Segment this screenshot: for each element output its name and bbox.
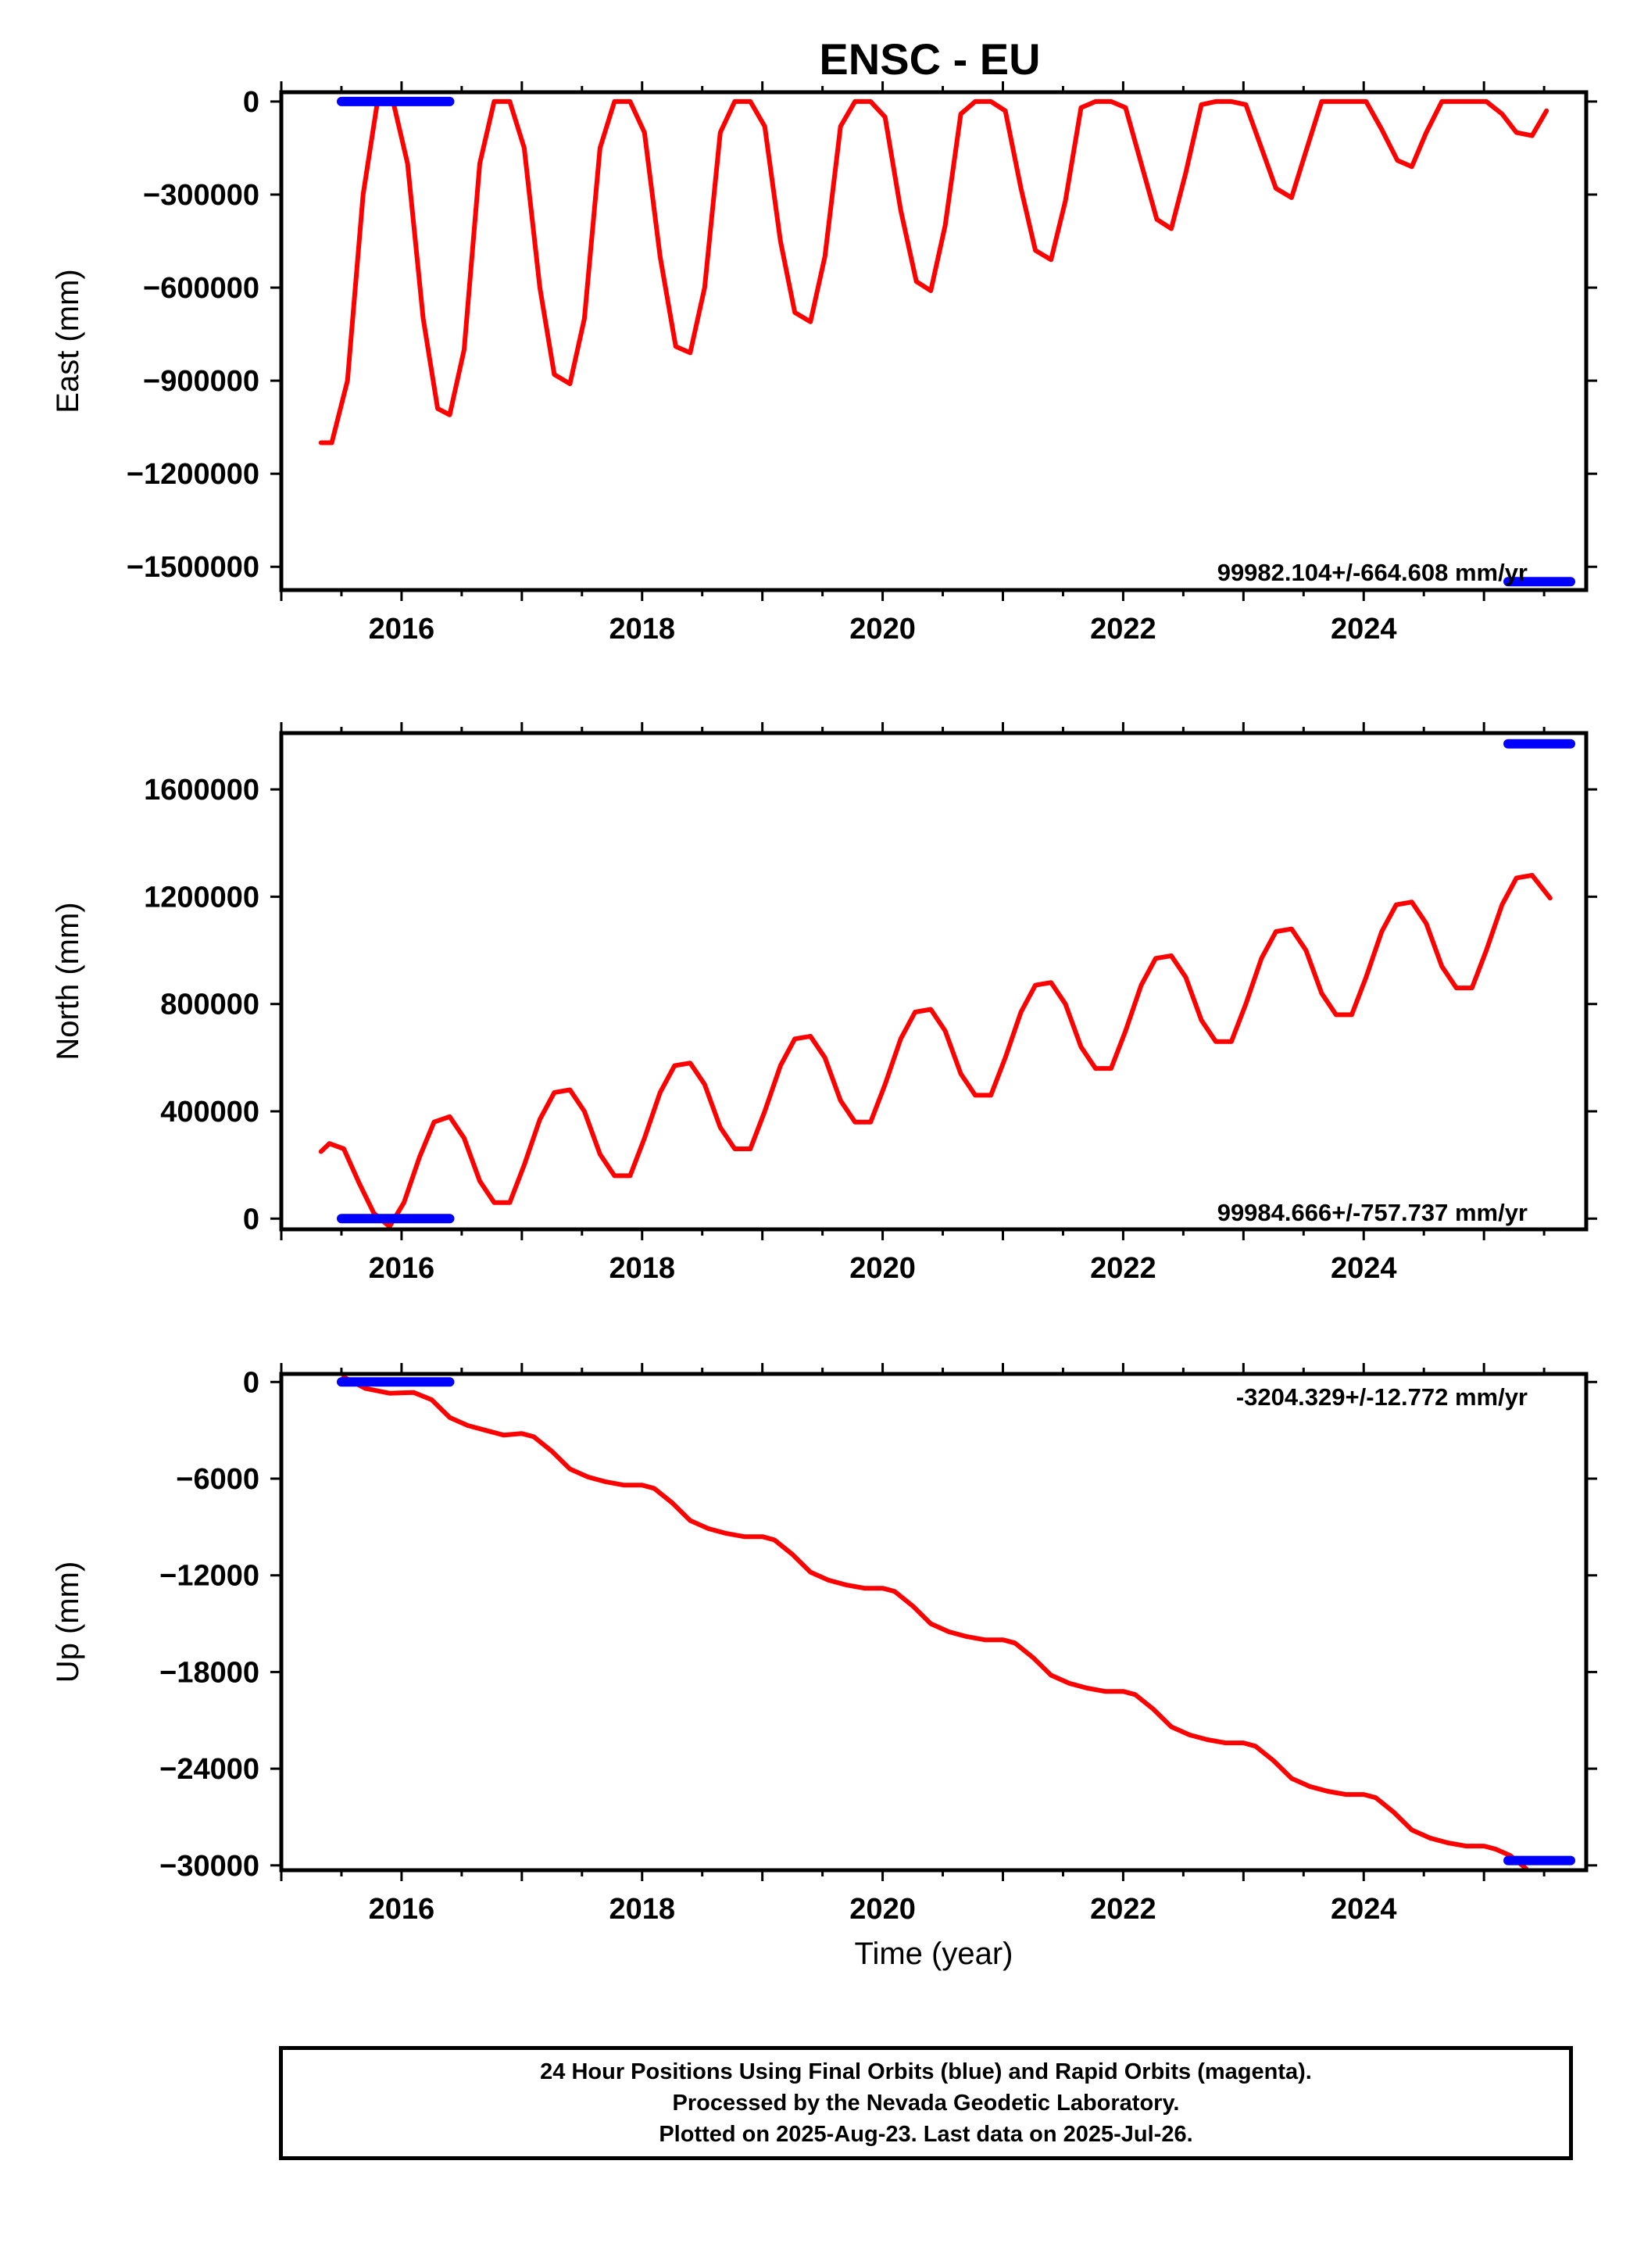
plot-area-east — [318, 96, 1575, 587]
plot-area-up — [337, 1375, 1575, 1870]
x-tick-label: 2016 — [369, 1252, 435, 1285]
rate-annotation-east: 99982.104+/-664.608 mm/yr — [1217, 559, 1528, 586]
model-series-north — [318, 872, 1553, 1229]
y-tick-label: 0 — [243, 1366, 259, 1399]
plot-frame-north — [279, 731, 1589, 1232]
y-tick-label: −24000 — [159, 1753, 259, 1786]
x-tick-label: 2016 — [369, 1893, 435, 1926]
y-tick-label: −12000 — [159, 1560, 259, 1593]
footer-box: 24 Hour Positions Using Final Orbits (bl… — [279, 2046, 1573, 2160]
y-tick-label: −600000 — [143, 272, 259, 305]
y-axis-label-north: North (mm) — [51, 902, 85, 1060]
y-tick-label: −1200000 — [127, 458, 259, 491]
model-series-east — [318, 98, 1549, 445]
y-tick-label: 1200000 — [144, 881, 259, 914]
x-tick-label: 2018 — [609, 613, 675, 646]
x-tick-label: 2018 — [609, 1252, 675, 1285]
x-tick-label: 2022 — [1090, 1252, 1156, 1285]
rate-annotation-north: 99984.666+/-757.737 mm/yr — [1217, 1199, 1528, 1226]
plot-area-north — [318, 739, 1575, 1229]
plot-frame-east — [279, 90, 1589, 592]
x-tick-label: 2024 — [1331, 1252, 1397, 1285]
x-tick-label: 2020 — [849, 1893, 916, 1926]
plot-frame-up — [279, 1372, 1589, 1873]
y-tick-label: 800000 — [160, 989, 259, 1021]
y-axis-label-east: East (mm) — [51, 269, 85, 413]
y-tick-label: −6000 — [176, 1463, 259, 1496]
y-tick-label: −30000 — [159, 1850, 259, 1883]
x-tick-label: 2022 — [1090, 1893, 1156, 1926]
footer-line-2: Processed by the Nevada Geodetic Laborat… — [672, 2091, 1180, 2116]
x-tick-label: 2024 — [1331, 613, 1397, 646]
panel-north: 2016 2018 2020 2022 2024 0 400000 800000 1200000… — [51, 722, 1597, 1285]
footer-line-1: 24 Hour Positions Using Final Orbits (bl… — [540, 2059, 1312, 2084]
y-tick-label: −300000 — [143, 179, 259, 212]
x-tick-label: 2024 — [1331, 1893, 1397, 1926]
panel-up: 2016 2018 2020 2022 2024 0 −6000 −12000 −18000 −2… — [51, 1363, 1597, 1971]
panel-east: 2016 2018 2020 2022 2024 0 −300000 −600000 −9000… — [51, 81, 1597, 646]
chart-title: ENSC - EU — [819, 34, 1040, 84]
y-tick-label: 400000 — [160, 1096, 259, 1129]
y-tick-label: −18000 — [159, 1656, 259, 1689]
x-tick-label: 2022 — [1090, 613, 1156, 646]
footer-line-3: Plotted on 2025-Aug-23. Last data on 202… — [659, 2122, 1193, 2147]
y-tick-label: 1600000 — [144, 774, 259, 807]
x-axis-label: Time (year) — [855, 1937, 1013, 1971]
y-tick-label: 0 — [243, 86, 259, 119]
x-tick-label: 2020 — [849, 613, 916, 646]
model-series-up — [341, 1375, 1528, 1870]
x-tick-label: 2020 — [849, 1252, 916, 1285]
y-tick-label: 0 — [243, 1203, 259, 1236]
x-tick-label: 2016 — [369, 613, 435, 646]
y-axis-label-up: Up (mm) — [51, 1561, 85, 1683]
x-tick-label: 2018 — [609, 1893, 675, 1926]
rate-annotation-up: -3204.329+/-12.772 mm/yr — [1236, 1383, 1528, 1411]
y-tick-label: −900000 — [143, 365, 259, 398]
y-tick-label: −1500000 — [127, 551, 259, 584]
